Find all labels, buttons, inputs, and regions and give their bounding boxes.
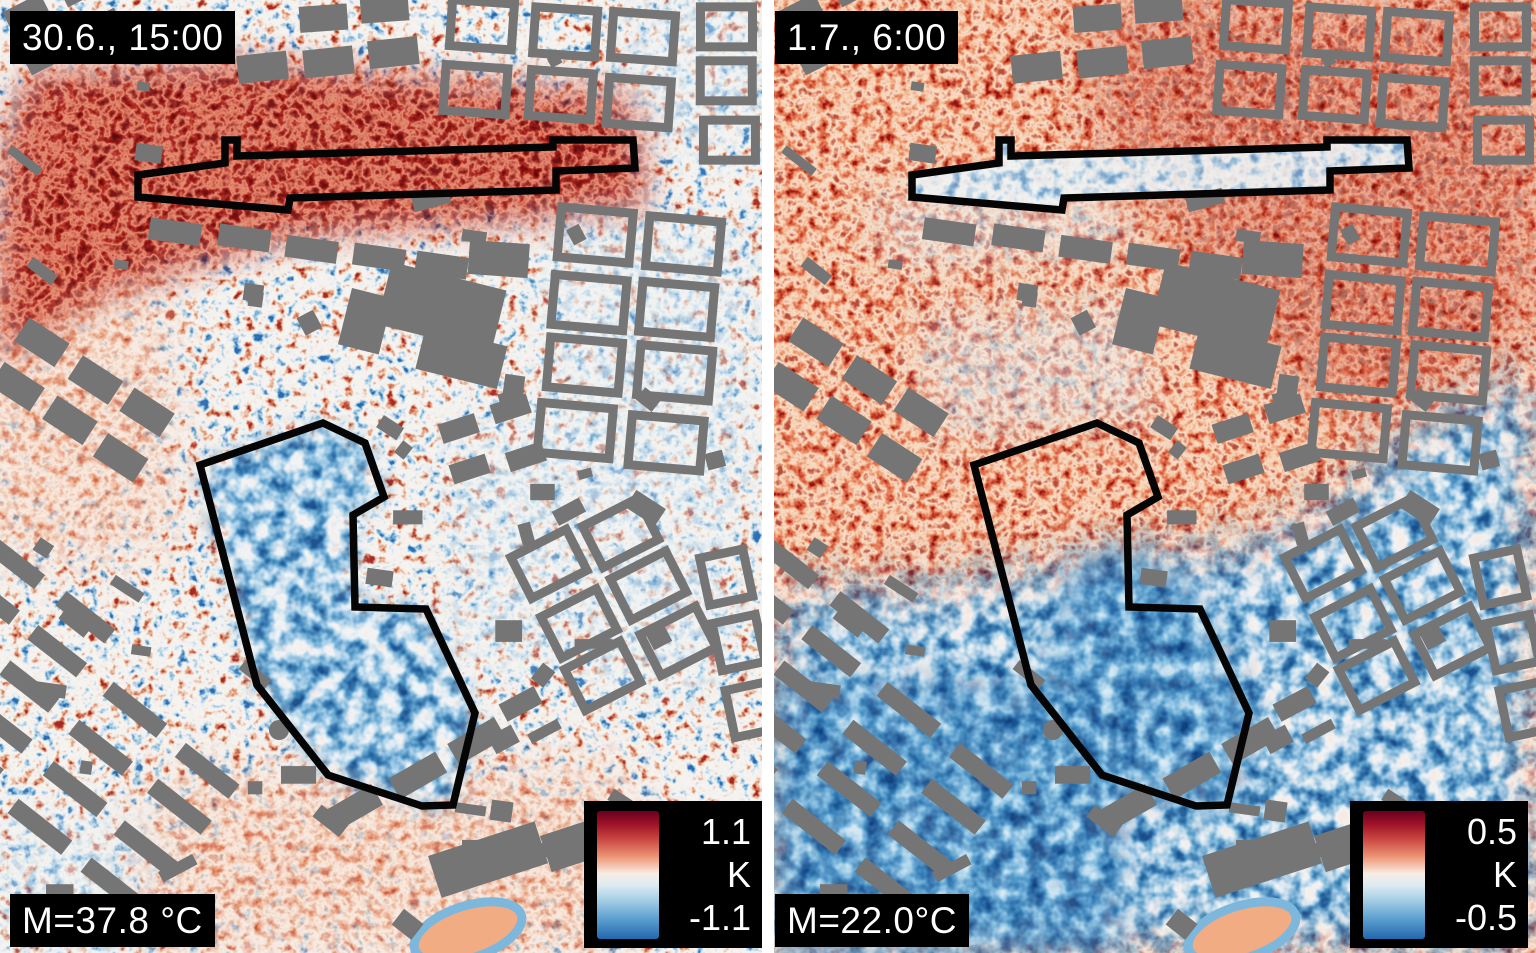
colorbar-labels: 1.1 K -1.1	[659, 810, 762, 939]
mean-temperature-label: M=37.8 °C	[10, 894, 215, 947]
colorbar-morning: 0.5 K -0.5	[1350, 801, 1528, 948]
colorbar-gradient	[597, 810, 659, 939]
garden-oval	[409, 897, 527, 953]
colorbar-min-value: -1.1	[688, 897, 751, 938]
timestamp-label: 30.6., 15:00	[10, 11, 236, 64]
colorbar-max-value: 1.1	[700, 811, 751, 852]
study-area-outlines	[134, 136, 640, 810]
railway-corridor-outline	[908, 136, 1414, 215]
garden-oval	[1183, 897, 1301, 953]
thermal-map-svg	[0, 0, 762, 953]
thermal-map-afternoon	[0, 0, 762, 953]
colorbar-unit: K	[726, 854, 751, 895]
park-outline	[195, 418, 479, 810]
thermal-map-svg	[774, 0, 1536, 953]
map-panel-afternoon: 30.6., 15:00 M=37.8 °C 1.1 K -1.1	[0, 0, 762, 953]
colorbar-labels: 0.5 K -0.5	[1425, 810, 1528, 939]
colorbar-unit: K	[1492, 854, 1517, 895]
colorbar-gradient	[1363, 810, 1425, 939]
map-panel-morning: 1.7., 6:00 M=22.0°C 0.5 K -0.5	[774, 0, 1536, 953]
park-outline	[969, 418, 1253, 810]
colorbar-afternoon: 1.1 K -1.1	[584, 801, 762, 948]
colorbar-min-value: -0.5	[1454, 897, 1517, 938]
colorbar-max-value: 0.5	[1466, 811, 1517, 852]
thermal-map-morning	[774, 0, 1536, 953]
railway-corridor-outline	[134, 136, 640, 215]
buildings-layer	[0, 0, 762, 940]
panel-divider	[762, 0, 774, 953]
mean-temperature-label: M=22.0°C	[775, 894, 969, 947]
study-area-outlines	[908, 136, 1414, 810]
timestamp-label: 1.7., 6:00	[775, 11, 959, 64]
buildings-layer	[774, 0, 1536, 940]
